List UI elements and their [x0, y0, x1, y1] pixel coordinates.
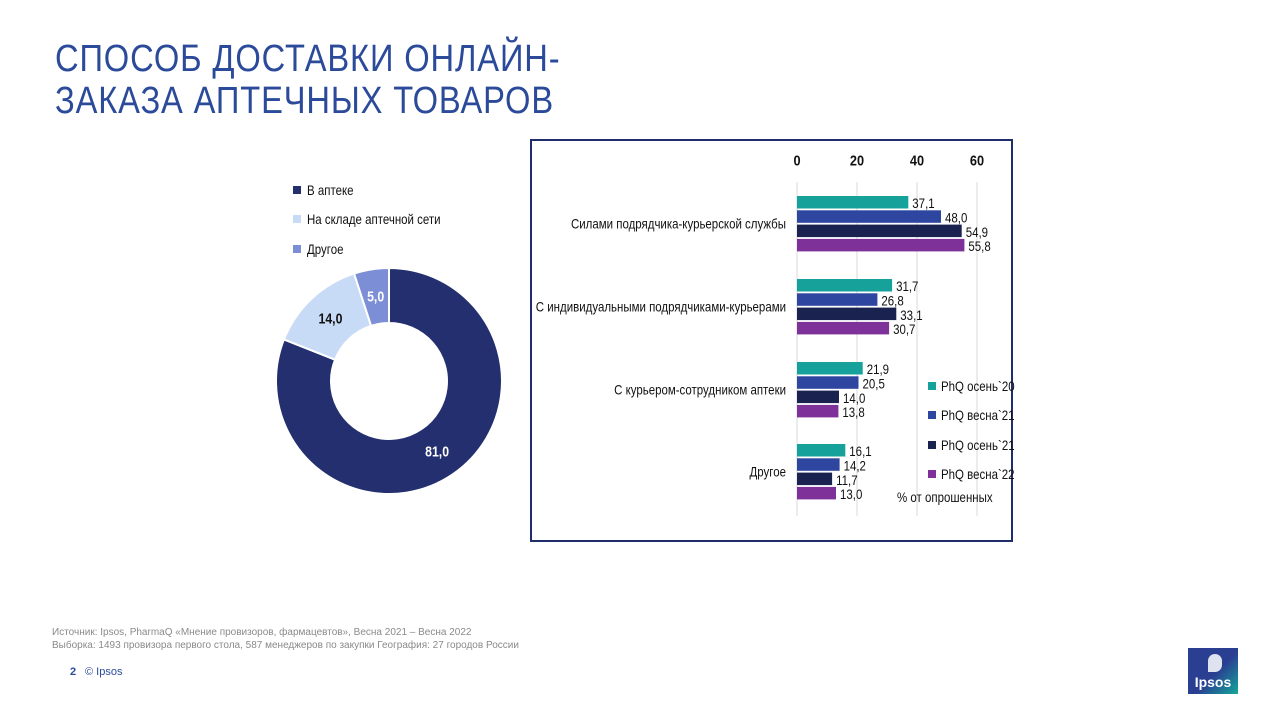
donut-legend-item: В аптеке: [293, 175, 470, 205]
bar-legend: PhQ осень`20 PhQ весна`21 PhQ осень`21 P…: [928, 371, 1031, 489]
legend-swatch: [928, 440, 936, 449]
legend-swatch: [928, 381, 936, 390]
donut-value-label: 81,0: [425, 444, 449, 460]
source-note: Источник: Ipsos, PharmaQ «Мнение провизо…: [52, 626, 519, 652]
logo-mark-icon: [1208, 654, 1222, 672]
legend-label: PhQ осень`20: [941, 377, 1015, 394]
donut-legend-item: На складе аптечной сети: [293, 205, 470, 235]
donut-chart: 81,0 14,0 5,0: [275, 266, 503, 495]
legend-label: В аптеке: [307, 181, 354, 198]
source-line: Источник: Ipsos, PharmaQ «Мнение провизо…: [52, 627, 472, 638]
legend-swatch: [293, 215, 301, 224]
bar-legend-item: PhQ весна`21: [928, 401, 1031, 431]
page-title: СПОСОБ ДОСТАВКИ ОНЛАЙН- ЗАКАЗА АПТЕЧНЫХ …: [55, 38, 561, 122]
donut-value-label: 14,0: [319, 310, 343, 326]
bar-chart-frame: [530, 139, 1013, 542]
copyright: © Ipsos: [85, 666, 123, 678]
unit-note: % от опрошенных: [897, 489, 1014, 505]
logo-text: Ipsos: [1194, 674, 1232, 690]
sample-line: Выборка: 1493 провизора первого стола, 5…: [52, 640, 519, 651]
legend-swatch: [293, 185, 301, 194]
page-number: 2: [70, 666, 77, 678]
title-line-2: ЗАКАЗА АПТЕЧНЫХ ТОВАРОВ: [55, 80, 554, 122]
legend-label: Другое: [307, 240, 344, 257]
donut-slice: [275, 266, 503, 495]
legend-swatch: [928, 470, 936, 479]
legend-swatch: [928, 411, 936, 420]
legend-swatch: [293, 244, 301, 253]
bar-legend-item: PhQ осень`20: [928, 371, 1031, 401]
bar-legend-item: PhQ осень`21: [928, 430, 1031, 460]
legend-label: PhQ осень`21: [941, 436, 1015, 453]
donut-value-label: 5,0: [367, 288, 384, 304]
title-line-1: СПОСОБ ДОСТАВКИ ОНЛАЙН-: [55, 38, 561, 80]
legend-label: На складе аптечной сети: [307, 211, 441, 228]
ipsos-logo: Ipsos: [1188, 648, 1238, 694]
legend-label: PhQ весна`22: [941, 466, 1015, 483]
donut-legend-item: Другое: [293, 234, 470, 264]
donut-slice: [352, 266, 390, 328]
unit-note-text: % от опрошенных: [897, 489, 993, 505]
donut-legend: В аптеке На складе аптечной сети Другое: [293, 175, 470, 264]
bar-legend-item: PhQ весна`22: [928, 460, 1031, 490]
legend-label: PhQ весна`21: [941, 407, 1015, 424]
